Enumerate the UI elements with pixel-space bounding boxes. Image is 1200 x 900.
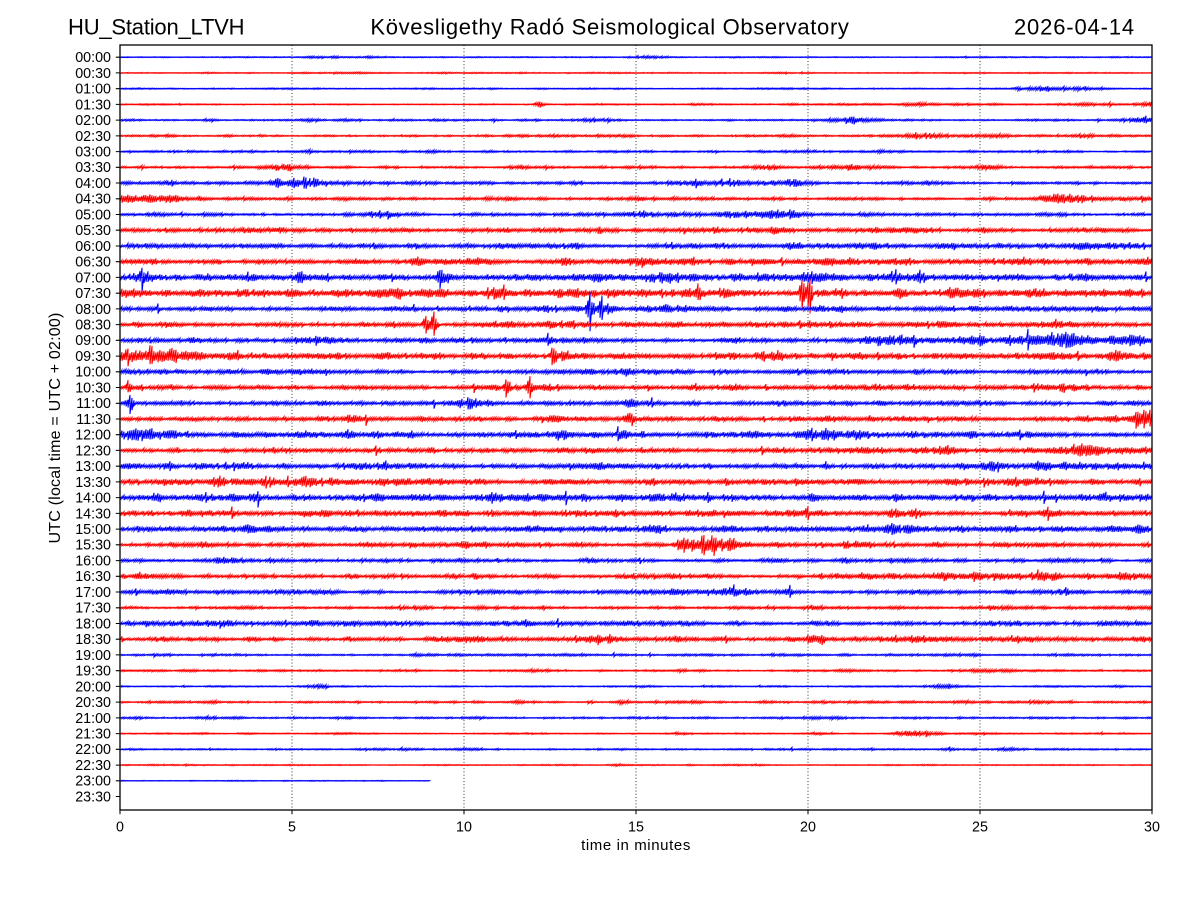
svg-text:20:00: 20:00 (75, 679, 111, 695)
svg-text:22:30: 22:30 (75, 758, 111, 774)
svg-text:17:00: 17:00 (75, 585, 111, 601)
svg-text:10: 10 (456, 820, 472, 836)
svg-text:10:30: 10:30 (75, 380, 111, 396)
svg-text:02:30: 02:30 (75, 129, 111, 145)
svg-text:25: 25 (972, 820, 988, 836)
svg-text:12:00: 12:00 (75, 428, 111, 444)
svg-text:21:00: 21:00 (75, 711, 111, 727)
svg-text:15:30: 15:30 (75, 538, 111, 554)
svg-text:0: 0 (116, 820, 124, 836)
svg-text:00:00: 00:00 (75, 50, 111, 66)
svg-text:17:30: 17:30 (75, 601, 111, 617)
svg-text:20: 20 (800, 820, 816, 836)
svg-text:05:00: 05:00 (75, 207, 111, 223)
svg-text:14:00: 14:00 (75, 491, 111, 507)
svg-text:03:00: 03:00 (75, 145, 111, 161)
svg-text:16:30: 16:30 (75, 569, 111, 585)
svg-text:08:00: 08:00 (75, 302, 111, 318)
svg-text:02:00: 02:00 (75, 113, 111, 129)
svg-text:05:30: 05:30 (75, 223, 111, 239)
svg-text:12:30: 12:30 (75, 443, 111, 459)
svg-text:09:00: 09:00 (75, 333, 111, 349)
svg-text:21:30: 21:30 (75, 727, 111, 743)
svg-text:03:30: 03:30 (75, 160, 111, 176)
svg-text:18:30: 18:30 (75, 632, 111, 648)
svg-text:08:30: 08:30 (75, 318, 111, 334)
svg-text:30: 30 (1144, 820, 1160, 836)
svg-text:06:00: 06:00 (75, 239, 111, 255)
svg-text:13:00: 13:00 (75, 459, 111, 475)
svg-text:07:30: 07:30 (75, 286, 111, 302)
svg-text:UTC (local time = UTC + 02:00): UTC (local time = UTC + 02:00) (47, 313, 64, 544)
svg-text:19:30: 19:30 (75, 664, 111, 680)
svg-text:01:30: 01:30 (75, 97, 111, 113)
svg-text:time in minutes: time in minutes (581, 837, 691, 854)
svg-text:16:00: 16:00 (75, 554, 111, 570)
svg-text:04:30: 04:30 (75, 192, 111, 208)
svg-text:07:00: 07:00 (75, 270, 111, 286)
svg-text:13:30: 13:30 (75, 475, 111, 491)
svg-text:09:30: 09:30 (75, 349, 111, 365)
svg-text:2026-04-14: 2026-04-14 (1014, 15, 1135, 40)
svg-text:18:00: 18:00 (75, 616, 111, 632)
svg-text:19:00: 19:00 (75, 648, 111, 664)
svg-text:06:30: 06:30 (75, 255, 111, 271)
svg-text:HU_Station_LTVH: HU_Station_LTVH (68, 15, 244, 40)
svg-text:10:00: 10:00 (75, 365, 111, 381)
svg-text:23:00: 23:00 (75, 774, 111, 790)
svg-text:Kövesligethy Radó Seismologica: Kövesligethy Radó Seismological Observat… (370, 15, 849, 40)
svg-text:01:00: 01:00 (75, 82, 111, 98)
svg-text:04:00: 04:00 (75, 176, 111, 192)
svg-text:22:00: 22:00 (75, 742, 111, 758)
svg-text:14:30: 14:30 (75, 506, 111, 522)
svg-text:23:30: 23:30 (75, 789, 111, 805)
svg-text:5: 5 (288, 820, 296, 836)
svg-text:15:00: 15:00 (75, 522, 111, 538)
svg-text:15: 15 (628, 820, 644, 836)
svg-text:11:00: 11:00 (76, 396, 111, 412)
svg-text:00:30: 00:30 (75, 66, 111, 82)
svg-text:11:30: 11:30 (76, 412, 111, 428)
svg-text:20:30: 20:30 (75, 695, 111, 711)
